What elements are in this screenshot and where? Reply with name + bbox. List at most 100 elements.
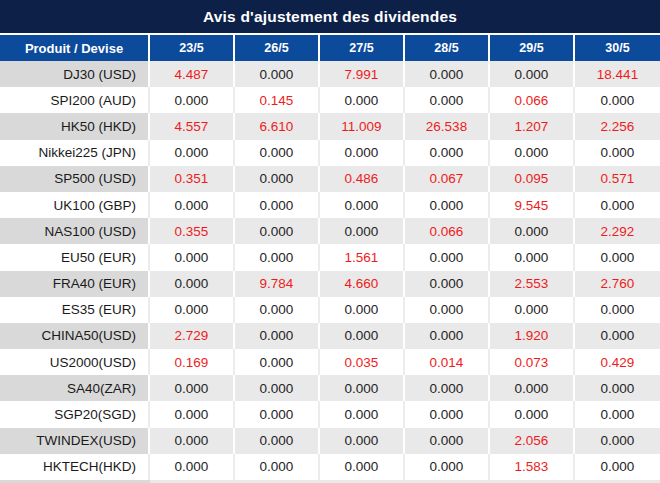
value-cell: 2.760 <box>575 271 660 297</box>
value-cell: 0.000 <box>575 140 660 166</box>
value-cell: 0.066 <box>405 218 490 244</box>
value-cell: 9.545 <box>490 192 575 218</box>
value-cell: 0.000 <box>405 323 490 349</box>
value-cell: 0.067 <box>405 166 490 192</box>
value-cell: 9.784 <box>235 271 320 297</box>
value-cell: 0.571 <box>575 166 660 192</box>
value-cell: 0.000 <box>150 375 235 401</box>
value-cell: 0.000 <box>320 428 405 454</box>
product-cell: HKTECH(HKD) <box>0 454 150 480</box>
product-cell: TWINDEX(USD) <box>0 428 150 454</box>
value-cell: 18.441 <box>575 61 660 87</box>
value-cell: 0.035 <box>320 349 405 375</box>
product-cell: ES35 (EUR) <box>0 297 150 323</box>
value-cell: 6.610 <box>235 113 320 139</box>
value-cell: 2.729 <box>150 323 235 349</box>
value-cell: 0.000 <box>320 454 405 480</box>
value-cell: 0.000 <box>405 140 490 166</box>
date-header: 23/5 <box>150 35 235 61</box>
value-cell: 0.000 <box>405 244 490 270</box>
product-cell: Nikkei225 (JPN) <box>0 140 150 166</box>
product-cell: SA40(ZAR) <box>0 375 150 401</box>
value-cell: 0.000 <box>490 244 575 270</box>
value-cell: 0.145 <box>235 87 320 113</box>
value-cell: 0.000 <box>150 192 235 218</box>
table-row: SGP20(SGD)0.0000.0000.0000.0000.0000.000 <box>0 401 660 427</box>
value-cell: 0.000 <box>235 297 320 323</box>
value-cell: 0.000 <box>490 140 575 166</box>
value-cell: 0.000 <box>320 323 405 349</box>
product-cell: NAS100 (USD) <box>0 218 150 244</box>
value-cell: 2.553 <box>490 271 575 297</box>
table-row: CHINA50(USD)2.7290.0000.0000.0001.9200.0… <box>0 323 660 349</box>
table-row: US2000(USD)0.1690.0000.0350.0140.0730.42… <box>0 349 660 375</box>
date-header: 28/5 <box>405 35 490 61</box>
value-cell: 0.000 <box>150 271 235 297</box>
value-cell: 0.000 <box>235 349 320 375</box>
value-cell: 0.000 <box>320 297 405 323</box>
value-cell: 0.429 <box>575 349 660 375</box>
value-cell: 1.207 <box>490 113 575 139</box>
product-cell: FRA40 (EUR) <box>0 271 150 297</box>
value-cell: 0.014 <box>405 349 490 375</box>
value-cell: 0.000 <box>490 401 575 427</box>
value-cell: 4.557 <box>150 113 235 139</box>
value-cell: 0.000 <box>490 297 575 323</box>
value-cell: 4.487 <box>150 61 235 87</box>
value-cell: 0.000 <box>320 192 405 218</box>
value-cell: 2.256 <box>575 113 660 139</box>
value-cell: 0.000 <box>235 218 320 244</box>
value-cell: 0.000 <box>575 87 660 113</box>
value-cell: 2.292 <box>575 218 660 244</box>
table-body: DJ30 (USD)4.4870.0007.9910.0000.00018.44… <box>0 61 660 480</box>
value-cell: 0.000 <box>150 401 235 427</box>
dividend-adjustment-table: Avis d'ajustement des dividendes Produit… <box>0 0 660 483</box>
value-cell: 0.000 <box>235 140 320 166</box>
value-cell: 0.066 <box>490 87 575 113</box>
value-cell: 0.000 <box>320 375 405 401</box>
date-header: 27/5 <box>320 35 405 61</box>
bottom-edge <box>0 480 660 483</box>
value-cell: 0.000 <box>575 401 660 427</box>
value-cell: 0.000 <box>235 454 320 480</box>
value-cell: 0.000 <box>320 140 405 166</box>
value-cell: 0.000 <box>150 140 235 166</box>
product-cell: SP500 (USD) <box>0 166 150 192</box>
value-cell: 0.000 <box>235 166 320 192</box>
value-cell: 0.000 <box>150 244 235 270</box>
table-row: Nikkei225 (JPN)0.0000.0000.0000.0000.000… <box>0 140 660 166</box>
table-row: UK100 (GBP)0.0000.0000.0000.0009.5450.00… <box>0 192 660 218</box>
value-cell: 0.000 <box>150 87 235 113</box>
value-cell: 0.000 <box>150 297 235 323</box>
table-row: SP500 (USD)0.3510.0000.4860.0670.0950.57… <box>0 166 660 192</box>
value-cell: 0.000 <box>235 244 320 270</box>
value-cell: 0.000 <box>405 297 490 323</box>
value-cell: 0.000 <box>490 375 575 401</box>
table-row: EU50 (EUR)0.0000.0001.5610.0000.0000.000 <box>0 244 660 270</box>
value-cell: 0.000 <box>405 375 490 401</box>
product-cell: SPI200 (AUD) <box>0 87 150 113</box>
value-cell: 0.355 <box>150 218 235 244</box>
product-cell: US2000(USD) <box>0 349 150 375</box>
product-cell: DJ30 (USD) <box>0 61 150 87</box>
value-cell: 2.056 <box>490 428 575 454</box>
value-cell: 0.351 <box>150 166 235 192</box>
product-cell: SGP20(SGD) <box>0 401 150 427</box>
value-cell: 0.000 <box>490 61 575 87</box>
value-cell: 0.073 <box>490 349 575 375</box>
value-cell: 1.920 <box>490 323 575 349</box>
value-cell: 0.000 <box>235 192 320 218</box>
product-cell: HK50 (HKD) <box>0 113 150 139</box>
value-cell: 0.000 <box>320 401 405 427</box>
table-title: Avis d'ajustement des dividendes <box>0 0 660 33</box>
value-cell: 0.000 <box>405 454 490 480</box>
product-devise-header: Produit / Devise <box>0 35 150 61</box>
value-cell: 0.000 <box>235 401 320 427</box>
value-cell: 0.000 <box>575 192 660 218</box>
value-cell: 0.000 <box>405 401 490 427</box>
table-row: ES35 (EUR)0.0000.0000.0000.0000.0000.000 <box>0 297 660 323</box>
value-cell: 0.000 <box>150 454 235 480</box>
value-cell: 0.000 <box>575 375 660 401</box>
table-row: FRA40 (EUR)0.0009.7844.6600.0002.5532.76… <box>0 271 660 297</box>
value-cell: 0.000 <box>575 454 660 480</box>
